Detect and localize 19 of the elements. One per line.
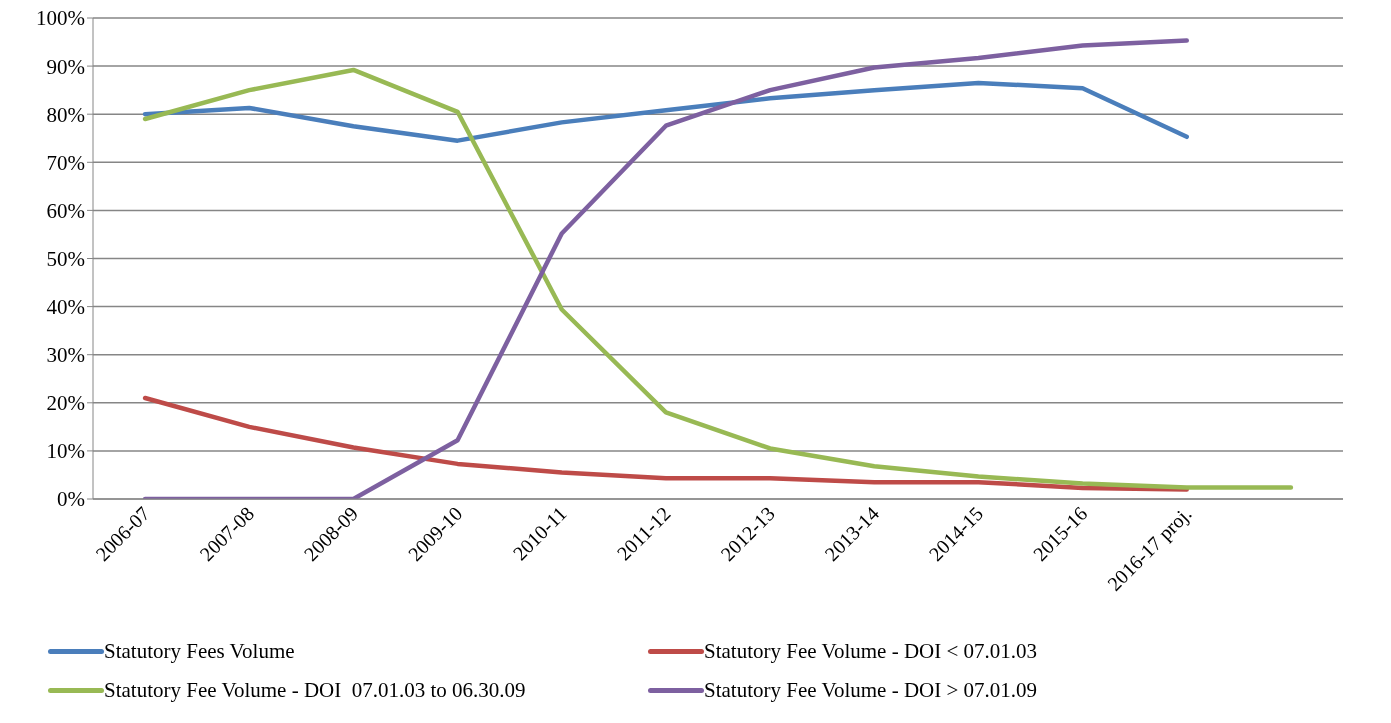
y-tick-label: 60%: [46, 198, 85, 223]
legend-label: Statutory Fees Volume: [104, 639, 295, 664]
y-tick-label: 40%: [46, 295, 85, 320]
y-tick-label: 80%: [46, 102, 85, 127]
y-tick-label: 10%: [46, 439, 85, 464]
line-series: [142, 67, 1294, 490]
y-tick-label: 90%: [46, 54, 85, 79]
y-tick-label: 50%: [46, 246, 85, 271]
legend-label: Statutory Fee Volume - DOI 07.01.03 to 06.30.09: [104, 678, 526, 703]
y-tick-label: 20%: [46, 391, 85, 416]
y-tick-label: 100%: [36, 6, 85, 31]
line-series: [142, 38, 1189, 499]
legend-label: Statutory Fee Volume - DOI < 07.01.03: [704, 639, 1038, 664]
y-tick-label: 30%: [46, 343, 85, 368]
y-tick-label: 0%: [57, 487, 85, 512]
y-tick-label: 70%: [46, 150, 85, 175]
line-series: [142, 395, 1189, 492]
line-series: [142, 80, 1189, 143]
legend-label: Statutory Fee Volume - DOI > 07.01.09: [704, 678, 1038, 703]
